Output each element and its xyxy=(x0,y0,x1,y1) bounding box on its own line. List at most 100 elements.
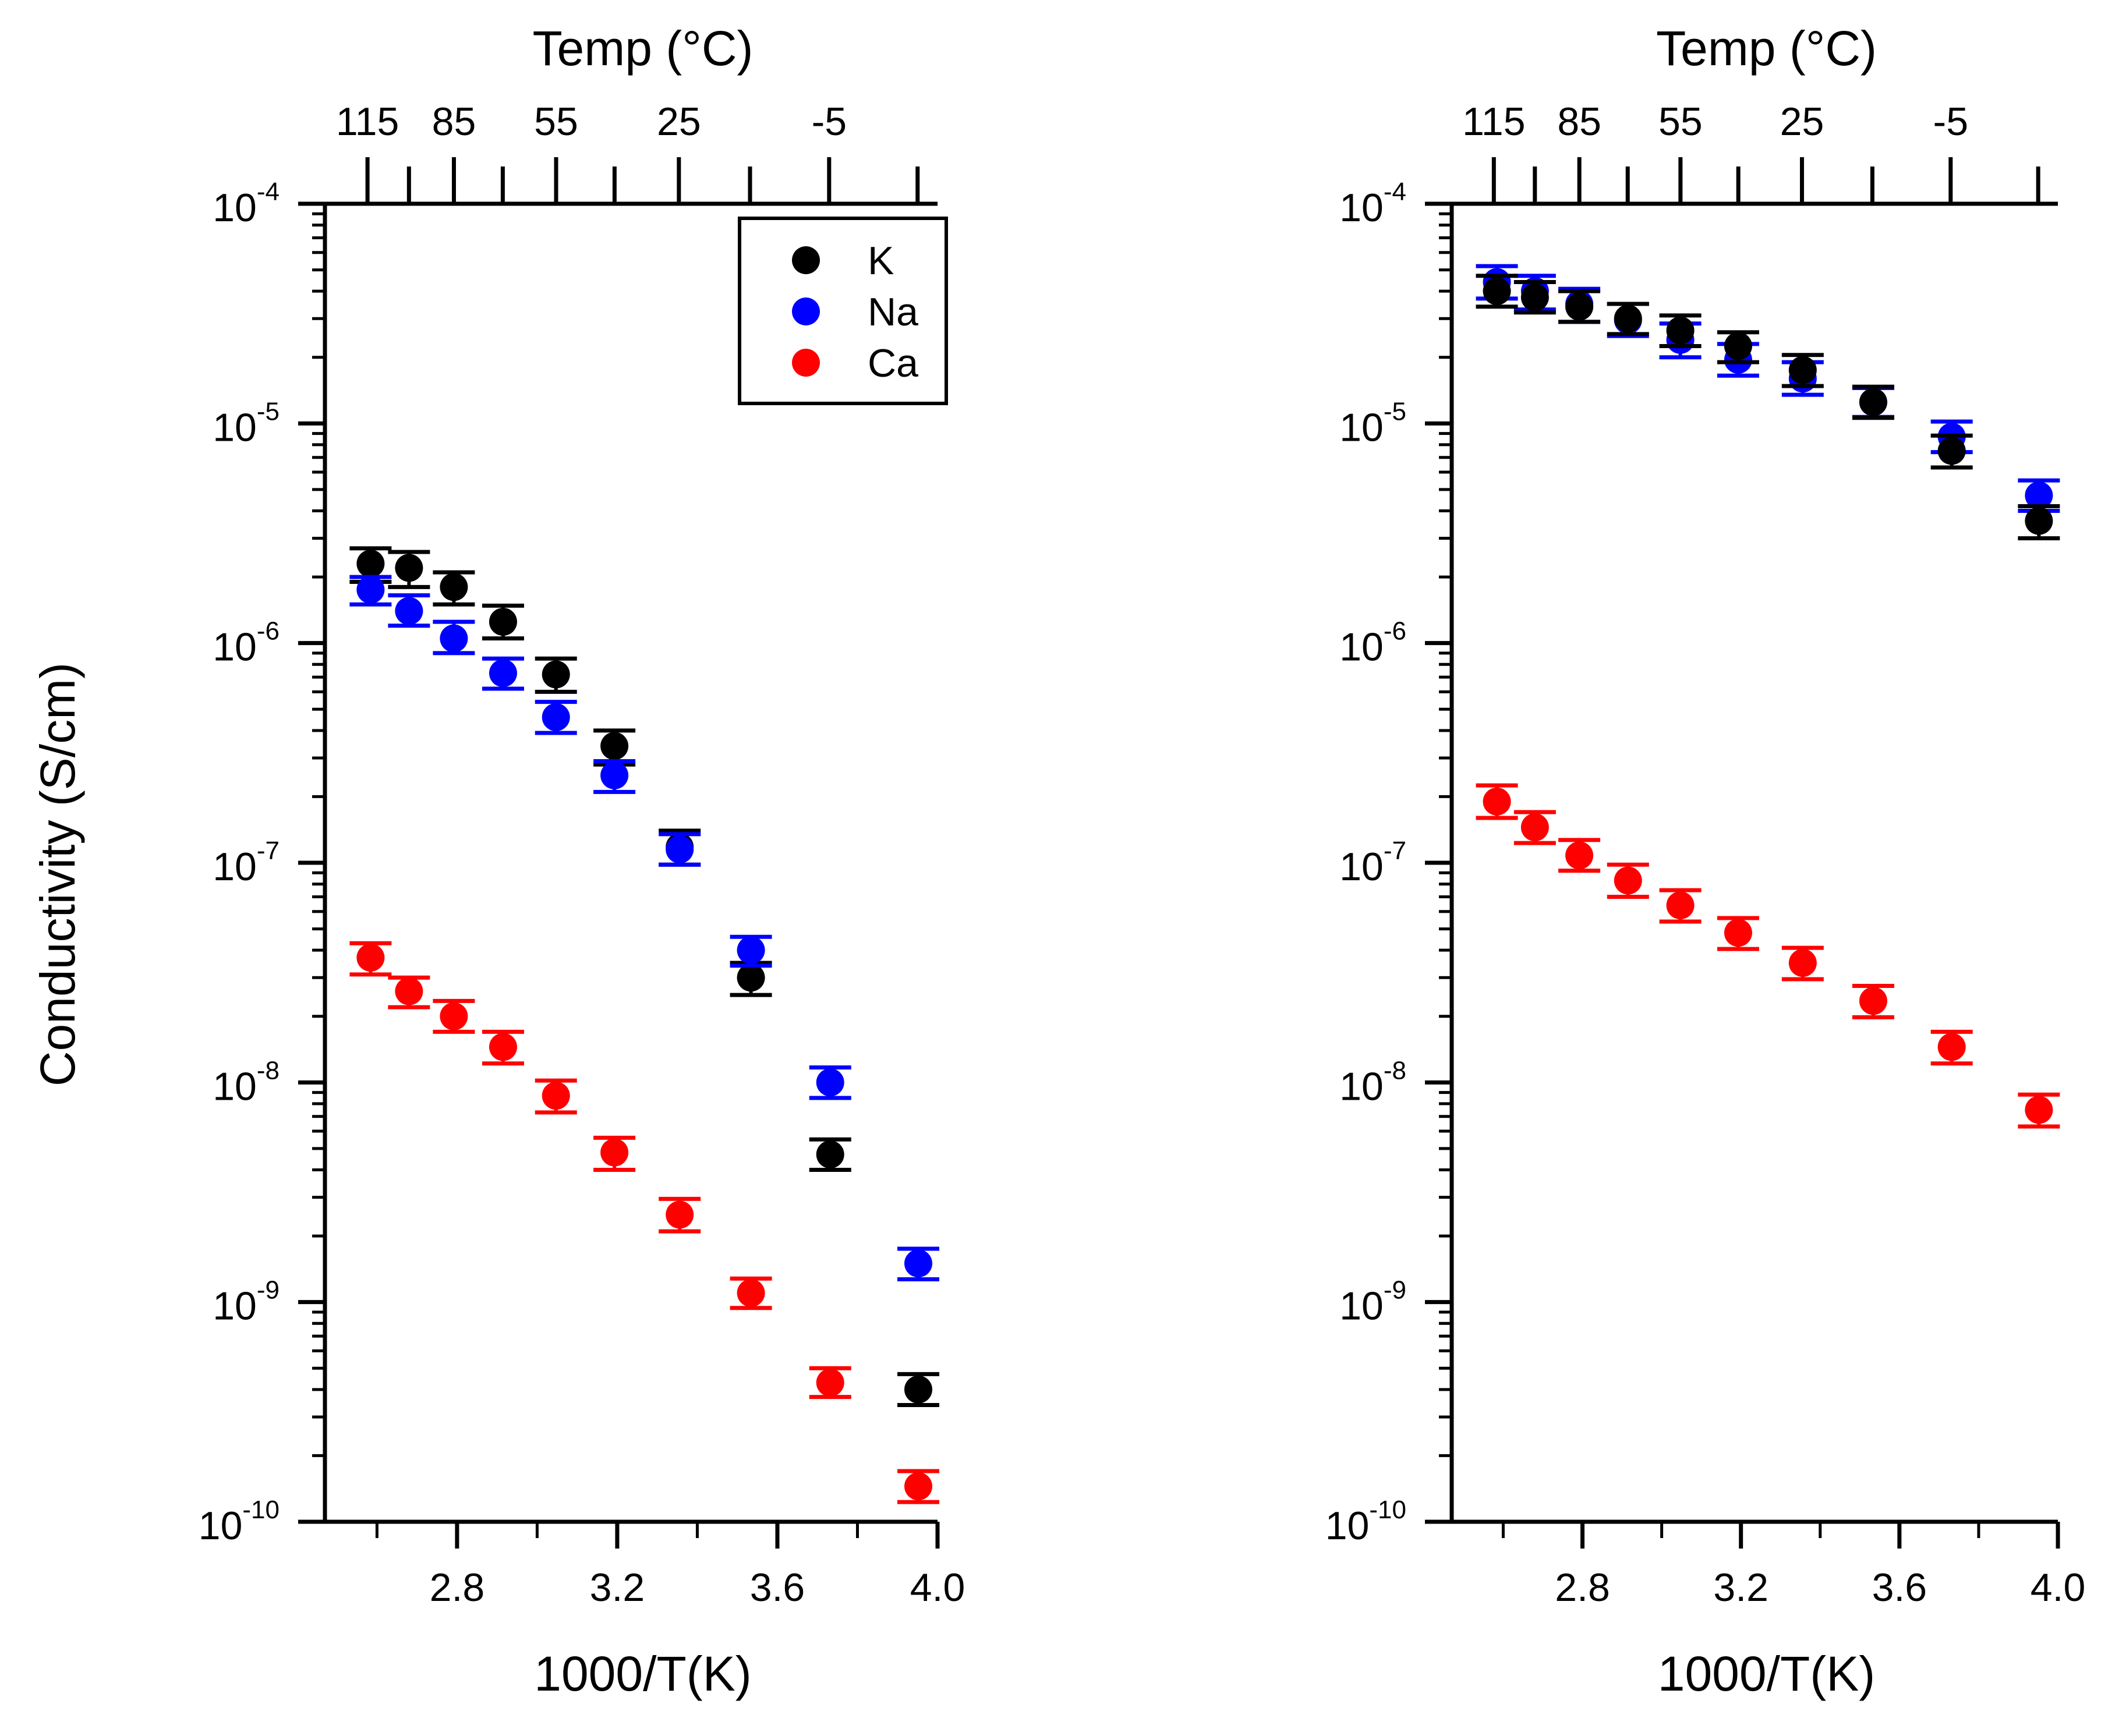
top-tick-label: 115 xyxy=(1462,100,1525,144)
legend-marker-na xyxy=(792,297,820,325)
series-ca xyxy=(1476,783,2060,1129)
y-tick-label: 10-7 xyxy=(213,837,280,889)
data-point xyxy=(904,1249,932,1278)
x-tick-label: 4.0 xyxy=(910,1565,965,1610)
data-point xyxy=(1859,987,1887,1015)
data-point xyxy=(904,1472,932,1501)
top-tick-label: 85 xyxy=(1557,100,1601,144)
y-tick-label: 10-10 xyxy=(1325,1496,1406,1548)
data-point xyxy=(2025,1096,2053,1124)
data-point xyxy=(1724,919,1752,947)
data-point xyxy=(1614,866,1642,895)
data-point xyxy=(542,1082,570,1110)
data-point xyxy=(816,1140,844,1169)
data-point xyxy=(816,1368,844,1397)
data-point xyxy=(737,936,765,965)
data-point xyxy=(2025,506,2053,535)
top-tick-label: -5 xyxy=(1933,100,1968,144)
x-tick-label: 3.6 xyxy=(750,1565,805,1610)
y-tick-label: 10-5 xyxy=(213,397,280,449)
legend-label-k: K xyxy=(868,239,894,283)
legend-marker-k xyxy=(792,246,820,274)
data-point xyxy=(1788,949,1817,977)
data-point xyxy=(666,1200,694,1229)
top-axis-title: Temp (°C) xyxy=(1656,21,1877,76)
data-point xyxy=(737,963,765,992)
data-point xyxy=(1937,437,1966,465)
y-tick-label: 10-6 xyxy=(213,617,280,669)
x-tick-label: 4.0 xyxy=(2031,1565,2086,1610)
y-tick-label: 10-6 xyxy=(1339,617,1406,669)
data-point xyxy=(600,761,629,789)
top-tick-label: 55 xyxy=(534,100,578,144)
x-axis-title: 1000/T(K) xyxy=(534,1646,752,1701)
data-point xyxy=(1788,356,1817,384)
data-point xyxy=(737,1279,765,1308)
top-tick-label: 25 xyxy=(657,100,701,144)
data-point xyxy=(1724,332,1752,360)
top-tick-label: 115 xyxy=(336,100,399,144)
x-tick-label: 2.8 xyxy=(430,1565,485,1610)
data-point xyxy=(1666,316,1695,345)
data-point xyxy=(904,1375,932,1404)
series-ca xyxy=(349,941,939,1504)
data-point xyxy=(816,1068,844,1097)
legend-label-ca: Ca xyxy=(868,341,918,385)
data-point xyxy=(1614,304,1642,333)
data-point xyxy=(356,575,385,604)
data-point xyxy=(489,608,517,636)
data-point xyxy=(542,660,570,689)
legend-box xyxy=(738,217,948,405)
y-tick-label: 10-9 xyxy=(213,1276,280,1328)
x-tick-label: 3.2 xyxy=(590,1565,645,1610)
top-tick-label: 55 xyxy=(1658,100,1703,144)
legend-marker-ca xyxy=(792,349,820,377)
y-tick-label: 10-8 xyxy=(213,1056,280,1108)
legend: K Na Ca xyxy=(738,217,948,405)
series-na xyxy=(349,575,939,1281)
data-point xyxy=(489,659,517,688)
data-point xyxy=(1937,1033,1966,1061)
data-point xyxy=(489,1033,517,1061)
data-point xyxy=(1666,891,1695,920)
top-axis-title: Temp (°C) xyxy=(533,21,754,76)
x-tick-label: 3.2 xyxy=(1713,1565,1768,1610)
data-point xyxy=(440,1002,468,1030)
data-point xyxy=(395,554,423,582)
series-k xyxy=(1476,274,2060,541)
right-panel: 10-4 10-5 10-6 10-7 10-8 10-9 10-10 2.8 3.2 3.6 4.… xyxy=(1325,21,2086,1701)
data-point xyxy=(1565,292,1594,321)
y-tick-label: 10-10 xyxy=(199,1496,280,1548)
left-panel: 10-4 10-5 10-6 10-7 10-8 10-9 10-10 2.8 3.2 3.6 4.… xyxy=(30,21,965,1701)
data-point xyxy=(2025,481,2053,510)
data-point xyxy=(600,1138,629,1167)
data-point xyxy=(600,732,629,760)
data-point xyxy=(395,597,423,625)
data-point xyxy=(1565,841,1594,870)
data-point xyxy=(440,624,468,653)
data-point xyxy=(1859,388,1887,416)
data-point xyxy=(1520,813,1549,842)
x-axis-title: 1000/T(K) xyxy=(1658,1646,1876,1701)
data-point xyxy=(1483,277,1511,306)
data-point xyxy=(356,550,385,578)
data-point xyxy=(395,977,423,1005)
y-tick-label: 10-4 xyxy=(213,178,280,230)
x-tick-label: 3.6 xyxy=(1872,1565,1927,1610)
y-tick-label: 10-5 xyxy=(1339,397,1406,449)
data-point xyxy=(356,943,385,972)
y-tick-label: 10-7 xyxy=(1339,837,1406,889)
data-point xyxy=(666,835,694,864)
legend-label-na: Na xyxy=(868,290,918,334)
top-tick-label: 25 xyxy=(1780,100,1824,144)
x-tick-label: 2.8 xyxy=(1555,1565,1610,1610)
top-tick-label: -5 xyxy=(812,100,847,144)
y-tick-label: 10-4 xyxy=(1339,178,1406,230)
y-axis-title: Conductivity (S/cm) xyxy=(30,662,85,1086)
top-tick-label: 85 xyxy=(432,100,476,144)
data-point xyxy=(542,703,570,731)
y-tick-label: 10-9 xyxy=(1339,1276,1406,1328)
data-point xyxy=(440,573,468,601)
